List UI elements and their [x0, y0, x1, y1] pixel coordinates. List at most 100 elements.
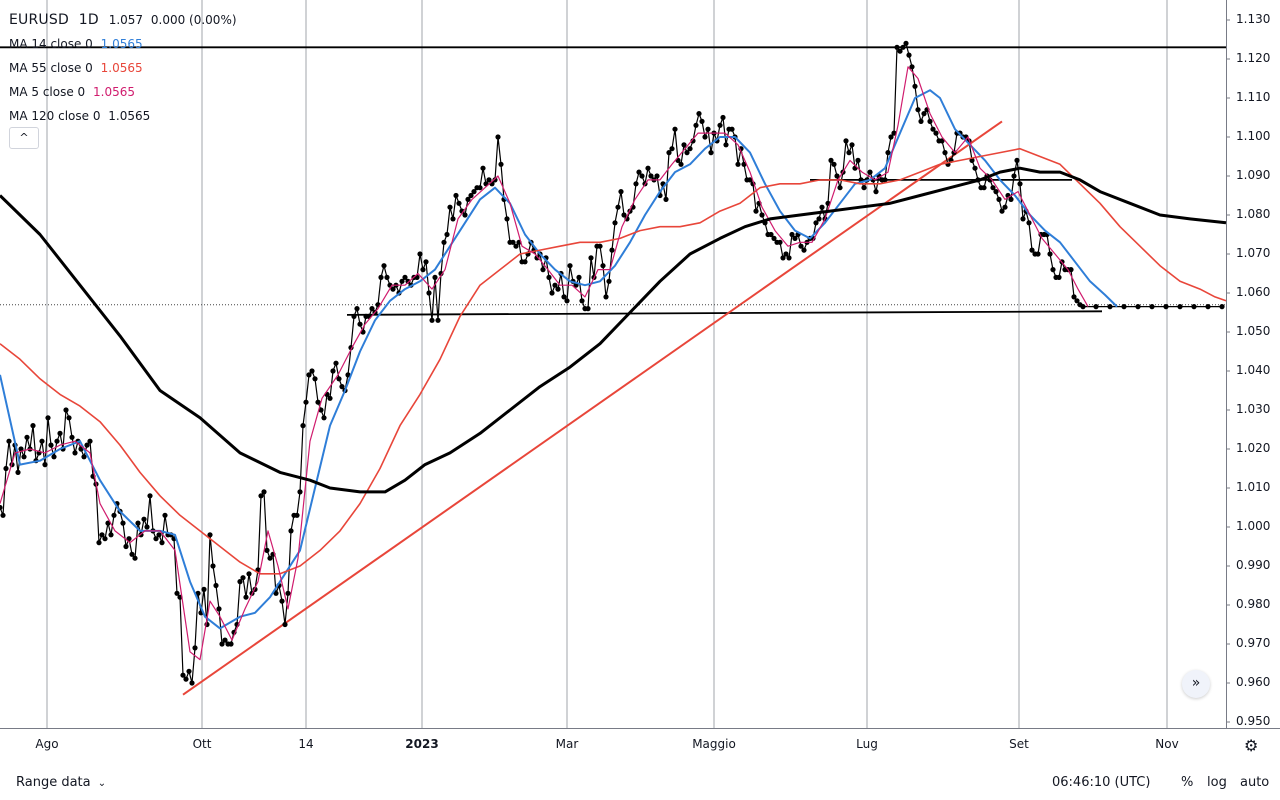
- price-point: [1205, 304, 1211, 310]
- time-tick-label: Nov: [1155, 737, 1179, 751]
- price-point: [441, 239, 447, 245]
- price-point: [693, 122, 699, 128]
- scroll-to-realtime-button[interactable]: »: [1182, 670, 1210, 698]
- range-data-button[interactable]: Range data ⌄: [16, 775, 106, 790]
- price-point: [906, 52, 912, 58]
- bottom-toolbar: Range data ⌄ 06:46:10 (UTC) % log auto: [0, 767, 1280, 800]
- settings-button[interactable]: ⚙: [1244, 736, 1258, 755]
- price-point: [603, 294, 609, 300]
- price-point: [51, 454, 57, 460]
- legend-ma14[interactable]: MA 14 close 0 1.0565: [9, 32, 237, 56]
- price-point: [480, 165, 486, 171]
- price-point: [636, 169, 642, 175]
- chart-canvas[interactable]: [0, 0, 1280, 767]
- double-chevron-right-icon: »: [1191, 675, 1201, 691]
- price-tick-label: 0.950: [1236, 714, 1271, 728]
- price-point: [282, 621, 288, 628]
- price-point: [294, 512, 300, 518]
- price-point: [891, 130, 897, 136]
- price-point: [759, 212, 765, 218]
- price-tick-label: 1.090: [1236, 168, 1271, 182]
- price-point: [1050, 267, 1056, 273]
- price-point: [447, 204, 453, 210]
- symbol-name[interactable]: EURUSD: [9, 12, 69, 28]
- price-point: [696, 111, 702, 117]
- price-point: [477, 185, 483, 191]
- price-point: [552, 282, 558, 288]
- price-point: [585, 306, 591, 312]
- legend-ma120[interactable]: MA 120 close 0 1.0565: [9, 104, 237, 128]
- price-point: [1219, 304, 1225, 310]
- price-point: [855, 157, 861, 163]
- price-point: [129, 551, 135, 557]
- price-point: [54, 438, 60, 444]
- price-point: [702, 134, 708, 140]
- price-point: [813, 220, 819, 226]
- price-point: [126, 536, 132, 542]
- price-point: [237, 579, 243, 585]
- price-tick-label: 0.960: [1236, 675, 1271, 689]
- price-point: [1080, 304, 1086, 310]
- price-point: [1056, 274, 1062, 280]
- price-point: [186, 668, 192, 674]
- price-point: [909, 64, 915, 70]
- price-point: [882, 177, 888, 183]
- price-point: [189, 680, 195, 686]
- price-point: [1093, 304, 1099, 310]
- price-point: [492, 177, 498, 183]
- price-tick-label: 1.070: [1236, 246, 1271, 260]
- price-point: [747, 177, 753, 183]
- utc-clock[interactable]: 06:46:10 (UTC): [1052, 775, 1151, 790]
- time-tick-label: Set: [1009, 737, 1029, 751]
- price-tick-label: 1.000: [1236, 519, 1271, 533]
- price-point: [66, 415, 72, 421]
- price-point: [192, 645, 198, 651]
- price-point: [426, 290, 432, 296]
- legend-ma55[interactable]: MA 55 close 0 1.0565: [9, 56, 237, 80]
- price-point: [495, 134, 501, 140]
- auto-toggle[interactable]: auto: [1240, 775, 1270, 790]
- price-point: [1017, 181, 1023, 187]
- price-point: [201, 586, 207, 593]
- price-point: [0, 504, 3, 511]
- price-point: [681, 142, 687, 148]
- price-point: [1135, 304, 1141, 310]
- price-tick-label: 0.980: [1236, 597, 1271, 611]
- price-point: [141, 516, 147, 522]
- price-point: [111, 512, 117, 518]
- price-point: [564, 298, 570, 304]
- price-point: [345, 372, 351, 378]
- price-point: [897, 48, 903, 54]
- price-point: [1011, 173, 1017, 179]
- price-point: [81, 454, 87, 460]
- price-point: [801, 247, 807, 253]
- legend-collapse-button[interactable]: ^: [9, 127, 39, 149]
- price-tick-label: 1.030: [1236, 402, 1271, 416]
- price-point: [240, 575, 246, 581]
- price-point: [21, 454, 27, 460]
- chart-legend: EURUSD 1D 1.057 0.000 (0.00%) MA 14 clos…: [9, 8, 237, 128]
- price-point: [972, 165, 978, 171]
- price-point: [588, 255, 594, 261]
- price-point: [861, 185, 867, 191]
- price-point: [1071, 294, 1077, 300]
- price-point: [57, 430, 63, 436]
- price-point: [135, 520, 141, 526]
- price-point: [471, 189, 477, 195]
- price-point: [420, 267, 426, 273]
- price-point: [678, 161, 684, 167]
- price-point: [405, 278, 411, 284]
- price-point: [1008, 196, 1014, 202]
- gear-icon: ⚙: [1244, 736, 1259, 755]
- legend-ma5[interactable]: MA 5 close 0 1.0565: [9, 80, 237, 104]
- price-point: [120, 520, 126, 526]
- percent-toggle[interactable]: %: [1181, 775, 1194, 790]
- log-toggle[interactable]: log: [1207, 775, 1227, 790]
- price-point: [1014, 157, 1020, 163]
- price-point: [423, 259, 429, 265]
- price-point: [0, 512, 6, 518]
- price-point: [144, 524, 150, 530]
- price-point: [927, 118, 933, 124]
- price-point: [261, 489, 267, 495]
- price-point: [285, 590, 291, 596]
